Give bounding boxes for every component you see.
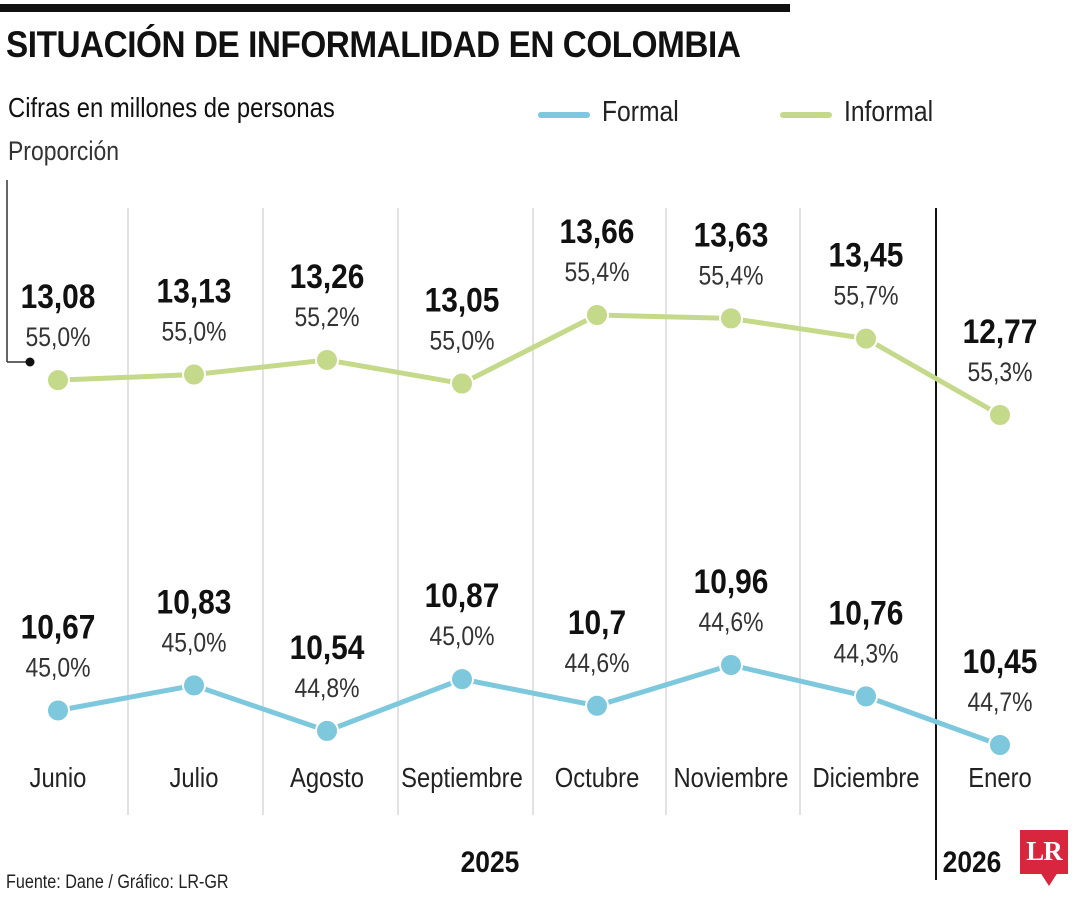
value-label-formal-septiembre: 10,87 <box>425 576 500 614</box>
value-label-informal-enero: 12,77 <box>963 312 1038 350</box>
share-label-formal-diciembre: 44,3% <box>833 639 898 669</box>
value-label-formal-noviembre: 10,96 <box>694 562 769 600</box>
x-tick-label-enero: Enero <box>968 761 1031 793</box>
chart-subtitle: Cifras en millones de personas <box>8 92 335 123</box>
share-label-informal-noviembre: 55,4% <box>698 261 763 291</box>
lr-logo-text: LR <box>1026 836 1063 866</box>
share-label-formal-septiembre: 45,0% <box>429 621 494 651</box>
share-label-formal-octubre: 44,6% <box>564 648 629 678</box>
point-formal-noviembre <box>719 653 743 677</box>
share-label-informal-septiembre: 55,0% <box>429 326 494 356</box>
point-formal-agosto <box>315 718 339 743</box>
share-label-informal-junio: 55,0% <box>25 322 90 352</box>
point-informal-enero <box>988 403 1012 427</box>
point-informal-julio <box>182 362 206 387</box>
share-label-formal-noviembre: 44,6% <box>698 607 763 637</box>
top-rule <box>0 4 790 12</box>
year-label-2026: 2026 <box>943 844 1002 878</box>
point-informal-septiembre <box>450 371 474 396</box>
value-label-formal-enero: 10,45 <box>963 642 1038 680</box>
point-formal-junio <box>46 698 70 723</box>
x-tick-label-junio: Junio <box>30 761 87 793</box>
point-informal-agosto <box>315 347 339 372</box>
lr-logo: LR <box>1020 830 1068 874</box>
proportion-bracket-dot <box>25 357 35 367</box>
share-label-formal-agosto: 44,8% <box>294 673 359 703</box>
value-label-informal-junio: 13,08 <box>21 277 96 315</box>
lr-logo-tail <box>1040 872 1058 886</box>
value-label-formal-octubre: 10,7 <box>568 603 626 641</box>
share-label-informal-agosto: 55,2% <box>294 302 359 332</box>
chart-title: SITUACIÓN DE INFORMALIDAD EN COLOMBIA <box>6 24 741 65</box>
x-tick-label-diciembre: Diciembre <box>812 761 919 793</box>
share-label-formal-julio: 45,0% <box>161 628 226 658</box>
proportion-label: Proporción <box>8 136 119 166</box>
legend-swatch-formal <box>538 112 590 118</box>
share-label-formal-junio: 45,0% <box>25 653 90 683</box>
year-label-2025: 2025 <box>461 844 520 878</box>
series-line-informal <box>55 312 1003 418</box>
point-formal-diciembre <box>854 684 878 709</box>
source-note: Fuente: Dane / Gráfico: LR-GR <box>6 872 229 893</box>
value-label-formal-julio: 10,83 <box>157 583 232 621</box>
value-label-informal-octubre: 13,66 <box>560 212 635 250</box>
x-tick-label-agosto: Agosto <box>290 761 364 793</box>
share-label-informal-octubre: 55,4% <box>564 257 629 287</box>
x-tick-label-julio: Julio <box>170 761 219 793</box>
point-formal-enero <box>988 733 1012 757</box>
point-informal-junio <box>46 368 70 393</box>
point-formal-septiembre <box>450 667 474 692</box>
value-label-informal-agosto: 13,26 <box>290 257 365 295</box>
point-informal-octubre <box>585 303 609 327</box>
point-formal-octubre <box>585 693 609 718</box>
share-label-formal-enero: 44,7% <box>967 687 1032 717</box>
point-informal-diciembre <box>854 326 878 351</box>
value-label-informal-noviembre: 13,63 <box>694 216 769 254</box>
legend-label-formal: Formal <box>602 96 679 128</box>
series-line-formal <box>55 662 1003 748</box>
x-tick-label-septiembre: Septiembre <box>401 761 523 793</box>
value-label-informal-diciembre: 13,45 <box>829 236 904 274</box>
value-label-formal-diciembre: 10,76 <box>829 594 904 632</box>
point-formal-julio <box>182 673 206 698</box>
x-tick-label-noviembre: Noviembre <box>673 761 788 793</box>
share-label-informal-diciembre: 55,7% <box>833 281 898 311</box>
value-label-formal-agosto: 10,54 <box>290 628 365 666</box>
value-label-informal-julio: 13,13 <box>157 272 232 310</box>
legend-label-informal: Informal <box>844 96 934 128</box>
share-label-informal-julio: 55,0% <box>161 317 226 347</box>
point-informal-noviembre <box>719 306 743 331</box>
legend-swatch-informal <box>780 112 832 118</box>
value-label-formal-junio: 10,67 <box>21 608 96 646</box>
x-tick-label-octubre: Octubre <box>555 761 640 793</box>
share-label-informal-enero: 55,3% <box>967 357 1032 387</box>
value-label-informal-septiembre: 13,05 <box>425 281 500 319</box>
